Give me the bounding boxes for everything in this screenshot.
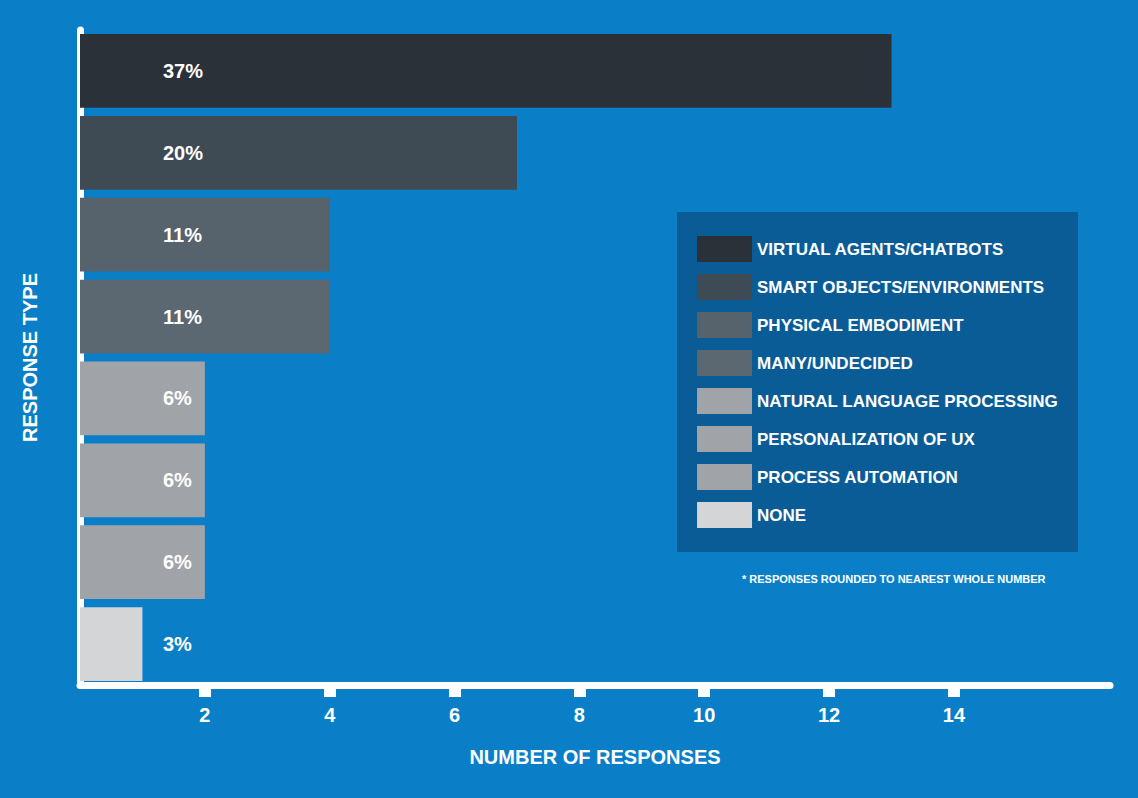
svg-text:3%: 3% [163, 633, 192, 655]
svg-text:2: 2 [199, 704, 210, 726]
svg-text:10: 10 [693, 704, 715, 726]
svg-text:6%: 6% [163, 469, 192, 491]
svg-text:12: 12 [818, 704, 840, 726]
svg-text:NUMBER OF RESPONSES: NUMBER OF RESPONSES [469, 746, 720, 768]
svg-text:11%: 11% [163, 306, 202, 328]
svg-text:14: 14 [943, 704, 966, 726]
svg-text:PERSONALIZATION OF UX: PERSONALIZATION OF UX [757, 430, 976, 449]
svg-text:* RESPONSES ROUNDED TO NEAREST: * RESPONSES ROUNDED TO NEAREST WHOLE NUM… [742, 573, 1046, 585]
svg-text:6%: 6% [163, 387, 192, 409]
svg-text:11%: 11% [163, 224, 202, 246]
svg-text:6%: 6% [163, 551, 192, 573]
svg-text:PHYSICAL EMBODIMENT: PHYSICAL EMBODIMENT [757, 316, 964, 335]
svg-text:RESPONSE TYPE: RESPONSE TYPE [19, 273, 41, 442]
svg-text:8: 8 [574, 704, 585, 726]
svg-text:4: 4 [324, 704, 336, 726]
svg-text:SMART OBJECTS/ENVIRONMENTS: SMART OBJECTS/ENVIRONMENTS [757, 278, 1044, 297]
svg-text:PROCESS AUTOMATION: PROCESS AUTOMATION [757, 468, 958, 487]
svg-text:6: 6 [449, 704, 460, 726]
svg-text:NONE: NONE [757, 506, 806, 525]
svg-text:37%: 37% [163, 60, 203, 82]
svg-text:MANY/UNDECIDED: MANY/UNDECIDED [757, 354, 913, 373]
svg-text:20%: 20% [163, 142, 203, 164]
svg-text:NATURAL LANGUAGE PROCESSING: NATURAL LANGUAGE PROCESSING [757, 392, 1058, 411]
svg-text:VIRTUAL AGENTS/CHATBOTS: VIRTUAL AGENTS/CHATBOTS [757, 240, 1003, 259]
